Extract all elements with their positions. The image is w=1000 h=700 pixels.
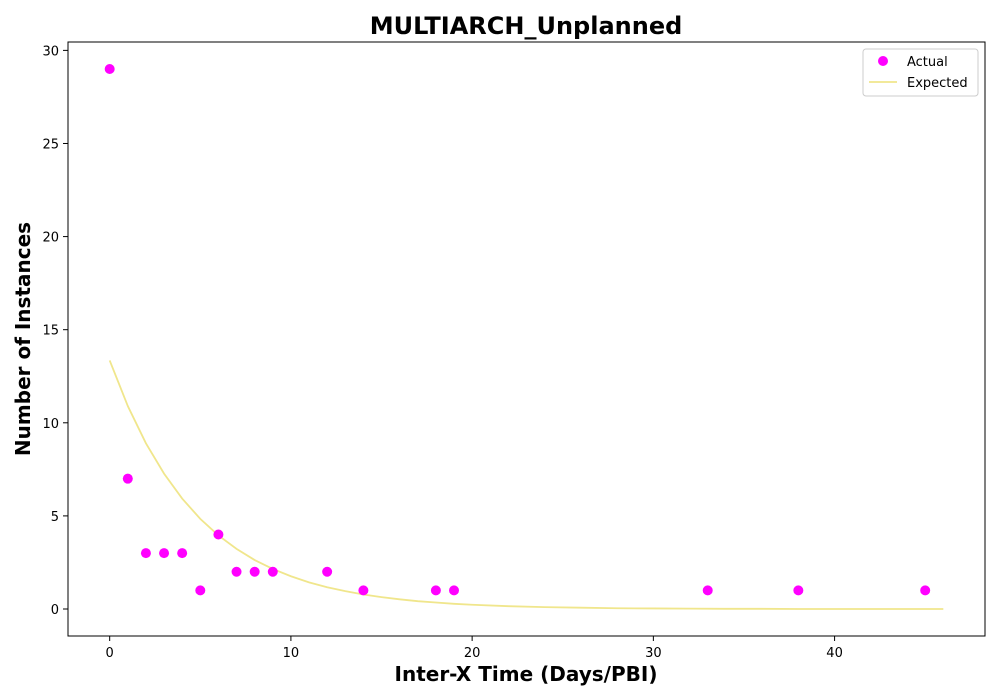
actual-point <box>231 566 242 577</box>
actual-point <box>702 585 713 596</box>
y-tick-label: 10 <box>42 417 59 432</box>
y-tick-label: 30 <box>42 44 59 59</box>
y-axis-label: Number of Instances <box>11 222 35 456</box>
actual-point <box>793 585 804 596</box>
actual-point <box>430 585 441 596</box>
actual-point <box>920 585 931 596</box>
expected-line <box>108 360 944 610</box>
legend-actual-marker <box>878 56 888 66</box>
actual-point <box>449 585 460 596</box>
legend-actual-label: Actual <box>907 55 948 70</box>
legend-expected-label: Expected <box>907 76 968 91</box>
x-tick-label: 0 <box>106 646 114 661</box>
chart-title: MULTIARCH_Unplanned <box>370 12 683 40</box>
plot-frame <box>67 41 986 637</box>
y-tick-label: 5 <box>51 510 59 525</box>
actual-point <box>159 548 170 559</box>
actual-point <box>358 585 369 596</box>
x-axis-label: Inter-X Time (Days/PBI) <box>395 662 658 686</box>
y-tick-label: 0 <box>51 603 59 618</box>
y-tick-label: 15 <box>42 324 59 339</box>
y-axis: 0 5 10 15 20 25 30 <box>42 44 68 618</box>
actual-point <box>177 548 188 559</box>
actual-point <box>213 529 224 540</box>
x-tick-label: 40 <box>826 646 843 661</box>
x-tick-label: 10 <box>283 646 300 661</box>
actual-point <box>195 585 206 596</box>
x-tick-label: 30 <box>645 646 662 661</box>
actual-point <box>104 64 115 74</box>
actual-point <box>322 566 333 577</box>
legend: Actual Expected <box>862 48 979 97</box>
x-tick-label: 20 <box>464 646 481 661</box>
y-tick-label: 25 <box>42 137 59 152</box>
actual-point <box>140 548 151 559</box>
actual-point <box>249 566 260 577</box>
actual-point <box>267 566 278 577</box>
actual-series <box>104 64 931 596</box>
y-tick-label: 20 <box>42 231 59 246</box>
legend-box <box>862 48 979 97</box>
x-axis: 0 10 20 30 40 <box>106 636 843 661</box>
expected-series <box>108 360 944 610</box>
actual-point <box>122 473 133 484</box>
